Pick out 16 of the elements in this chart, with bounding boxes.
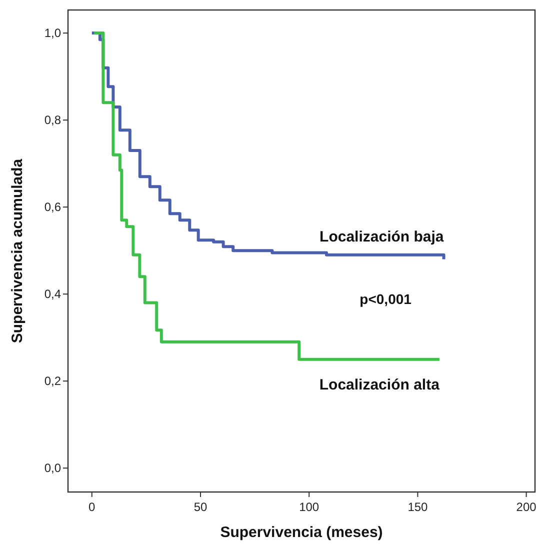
x-tick-label: 50 — [194, 500, 208, 514]
x-axis-title: Supervivencia (meses) — [220, 524, 383, 541]
x-tick-label: 0 — [88, 500, 96, 514]
series-label: Localización alta — [319, 376, 440, 394]
annotation: p<0,001 — [360, 291, 412, 308]
x-tick-label: 150 — [408, 500, 428, 514]
y-axis-title: Supervivencia acumulada — [9, 158, 26, 344]
x-tick-label: 200 — [516, 500, 537, 514]
x-tick-label: 100 — [299, 500, 320, 514]
series-label: Localización baja — [320, 228, 444, 246]
y-tick-label: 0,0 — [44, 461, 62, 476]
y-tick-label: 0,6 — [44, 200, 62, 214]
y-tick-label: 0,4 — [44, 287, 62, 302]
y-tick-label: 1,0 — [44, 26, 62, 40]
y-tick-label: 0,2 — [44, 374, 62, 388]
y-tick-label: 0,8 — [44, 113, 62, 128]
